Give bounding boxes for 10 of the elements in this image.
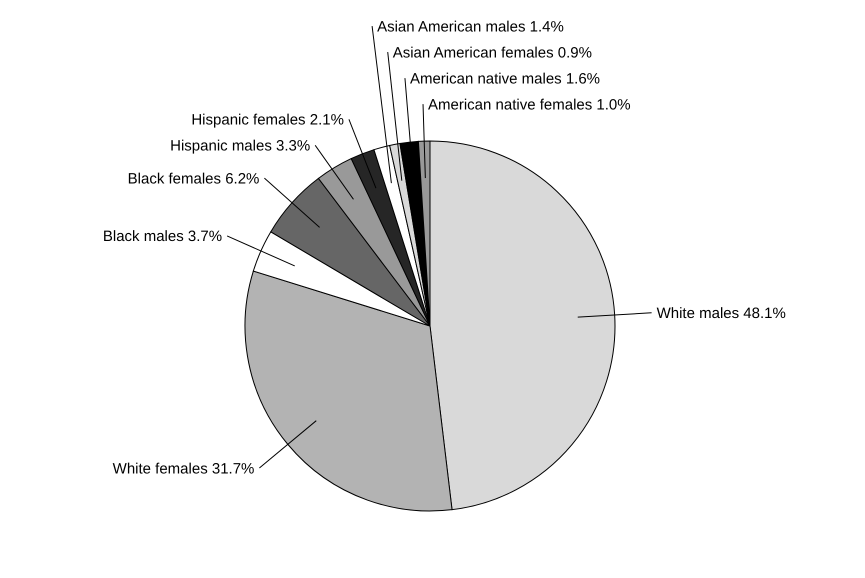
slice-label: Black females 6.2% [128, 170, 260, 188]
slice-label: American native females 1.0% [428, 96, 631, 114]
slice-label: Asian American females 0.9% [392, 44, 592, 62]
slice-label: American native males 1.6% [410, 70, 600, 88]
slice-label: Asian American males 1.4% [377, 18, 564, 36]
slice-label: Hispanic males 3.3% [170, 138, 310, 155]
slice-label: Black males 3.7% [102, 228, 222, 246]
slice-label: Hispanic females 2.1% [191, 112, 344, 129]
slice-label: White males 48.1% [656, 305, 786, 322]
slice-label: White females 31.7% [112, 460, 254, 478]
